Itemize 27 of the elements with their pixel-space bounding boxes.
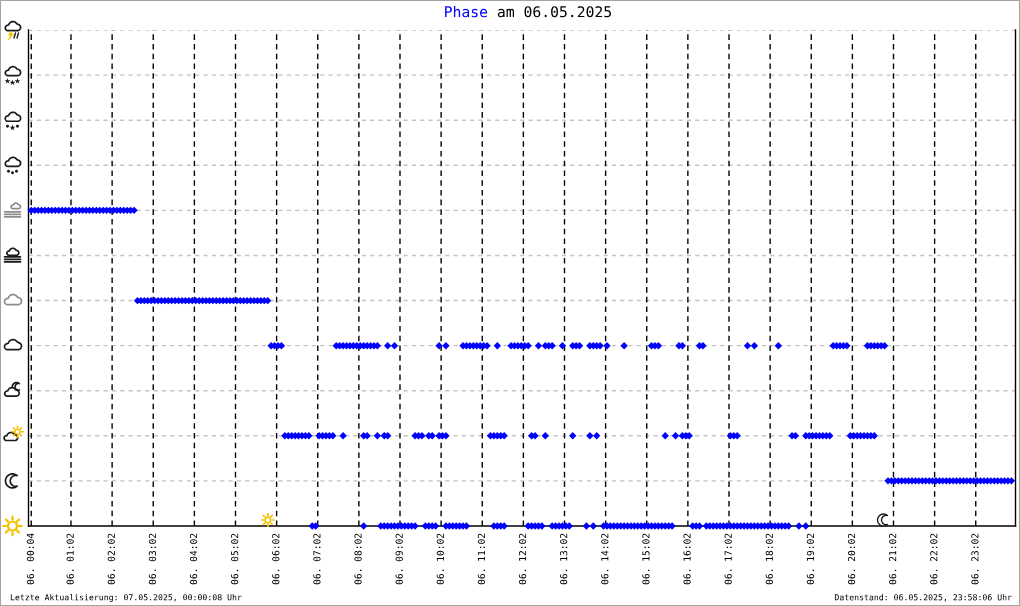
text: Letzte Aktualisierung: 07.05.2025, 00:00:08 Uhr (10, 593, 242, 603)
x-tick-label: 06. 02:02 (107, 533, 115, 585)
x-tick-label: 06. 20:02 (847, 533, 856, 585)
x-tick-label: 06. 10:02 (436, 533, 444, 585)
x-tick-label: 06. 17:02 (724, 533, 732, 585)
x-tick-label: 06. 18:02 (765, 533, 773, 585)
x-tick-label: 06. 07:02 (313, 533, 321, 585)
x-tick-label: 06. 05:02 (231, 533, 239, 585)
x-tick-label: 06. 19:02 (806, 533, 815, 585)
x-tick-label: 06. 04:02 (189, 533, 198, 585)
x-tick-label: 06. 15:02 (642, 533, 650, 585)
x-tick-label: 06. 21:02 (889, 533, 897, 585)
x-tick-label: 06. 11:02 (477, 533, 486, 585)
x-tick-label: 06. 16:02 (683, 533, 691, 585)
x-tick-label: 06. 12:02 (518, 533, 527, 585)
x-tick-label: 06. 06:02 (272, 533, 280, 585)
x-tick-label: 06. 09:02 (395, 533, 403, 585)
x-tick-label: 06. 23:02 (971, 533, 979, 585)
x-tick-label: 06. 22:02 (930, 533, 938, 585)
chart-title: Phase am 06.05.2025 (445, 5, 611, 18)
text: Datenstand: 06.05.2025, 23:58:06 Uhr (834, 594, 1012, 602)
x-tick-label: 06. 14:02 (601, 533, 609, 585)
x-tick-label: 06. 13:02 (560, 533, 568, 585)
x-tick-label: 06. 03:02 (148, 533, 157, 585)
x-tick-label: 06. 00:04 (26, 533, 35, 585)
x-tick-label: 06. 01:02 (66, 533, 74, 585)
x-tick-label: 06. 08:02 (354, 533, 362, 585)
